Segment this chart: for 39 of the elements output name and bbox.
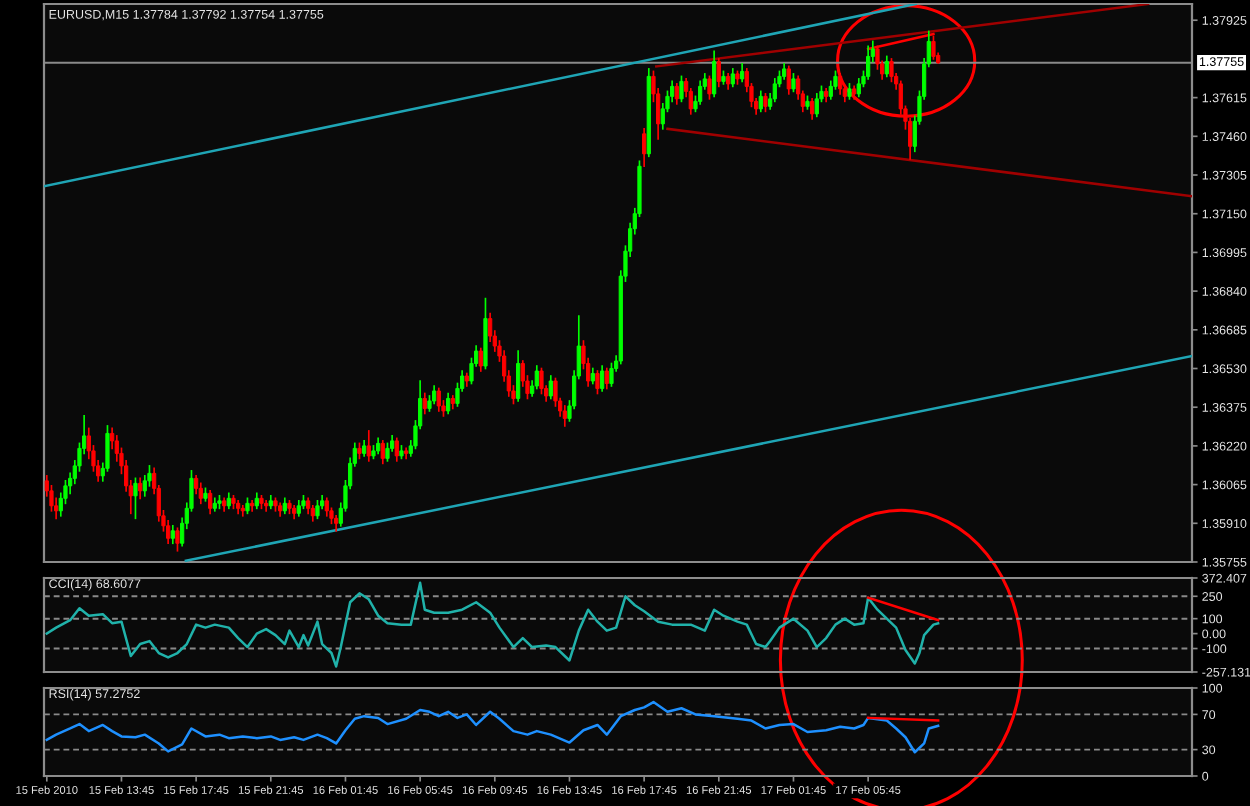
line-series xyxy=(45,700,940,754)
candlestick xyxy=(609,362,614,387)
candlestick xyxy=(604,367,609,390)
candlestick xyxy=(786,65,791,95)
candlestick xyxy=(516,350,521,402)
candlestick xyxy=(198,482,203,505)
candlestick xyxy=(208,490,213,515)
candlestick xyxy=(138,477,143,500)
candlestick xyxy=(814,93,819,118)
candlestick xyxy=(889,58,894,83)
candlestick xyxy=(548,375,553,400)
candlestick xyxy=(562,405,567,427)
candlestick xyxy=(707,75,712,100)
candlestick xyxy=(679,75,684,103)
candlestick xyxy=(884,55,889,78)
line-series xyxy=(45,581,940,668)
candlestick xyxy=(866,45,871,80)
candlestick xyxy=(446,392,451,415)
candlestick xyxy=(642,127,647,168)
candlestick xyxy=(534,365,539,390)
candlestick xyxy=(366,430,371,462)
candlestick xyxy=(600,365,605,392)
candlestick xyxy=(380,440,385,465)
candlestick xyxy=(712,50,717,98)
candlestick xyxy=(810,98,815,120)
candlestick xyxy=(422,392,427,415)
candlestick xyxy=(758,90,763,113)
candlestick xyxy=(716,58,721,88)
candlestick xyxy=(436,387,441,412)
candlestick xyxy=(674,83,679,105)
candlestick xyxy=(478,347,483,372)
candlestick xyxy=(595,370,600,395)
candlestick xyxy=(698,80,703,105)
candlestick xyxy=(133,477,138,520)
candlestick xyxy=(394,437,399,462)
candlestick xyxy=(175,527,180,552)
candlestick xyxy=(483,297,488,370)
candlestick xyxy=(539,367,544,395)
candlestick xyxy=(772,78,777,103)
